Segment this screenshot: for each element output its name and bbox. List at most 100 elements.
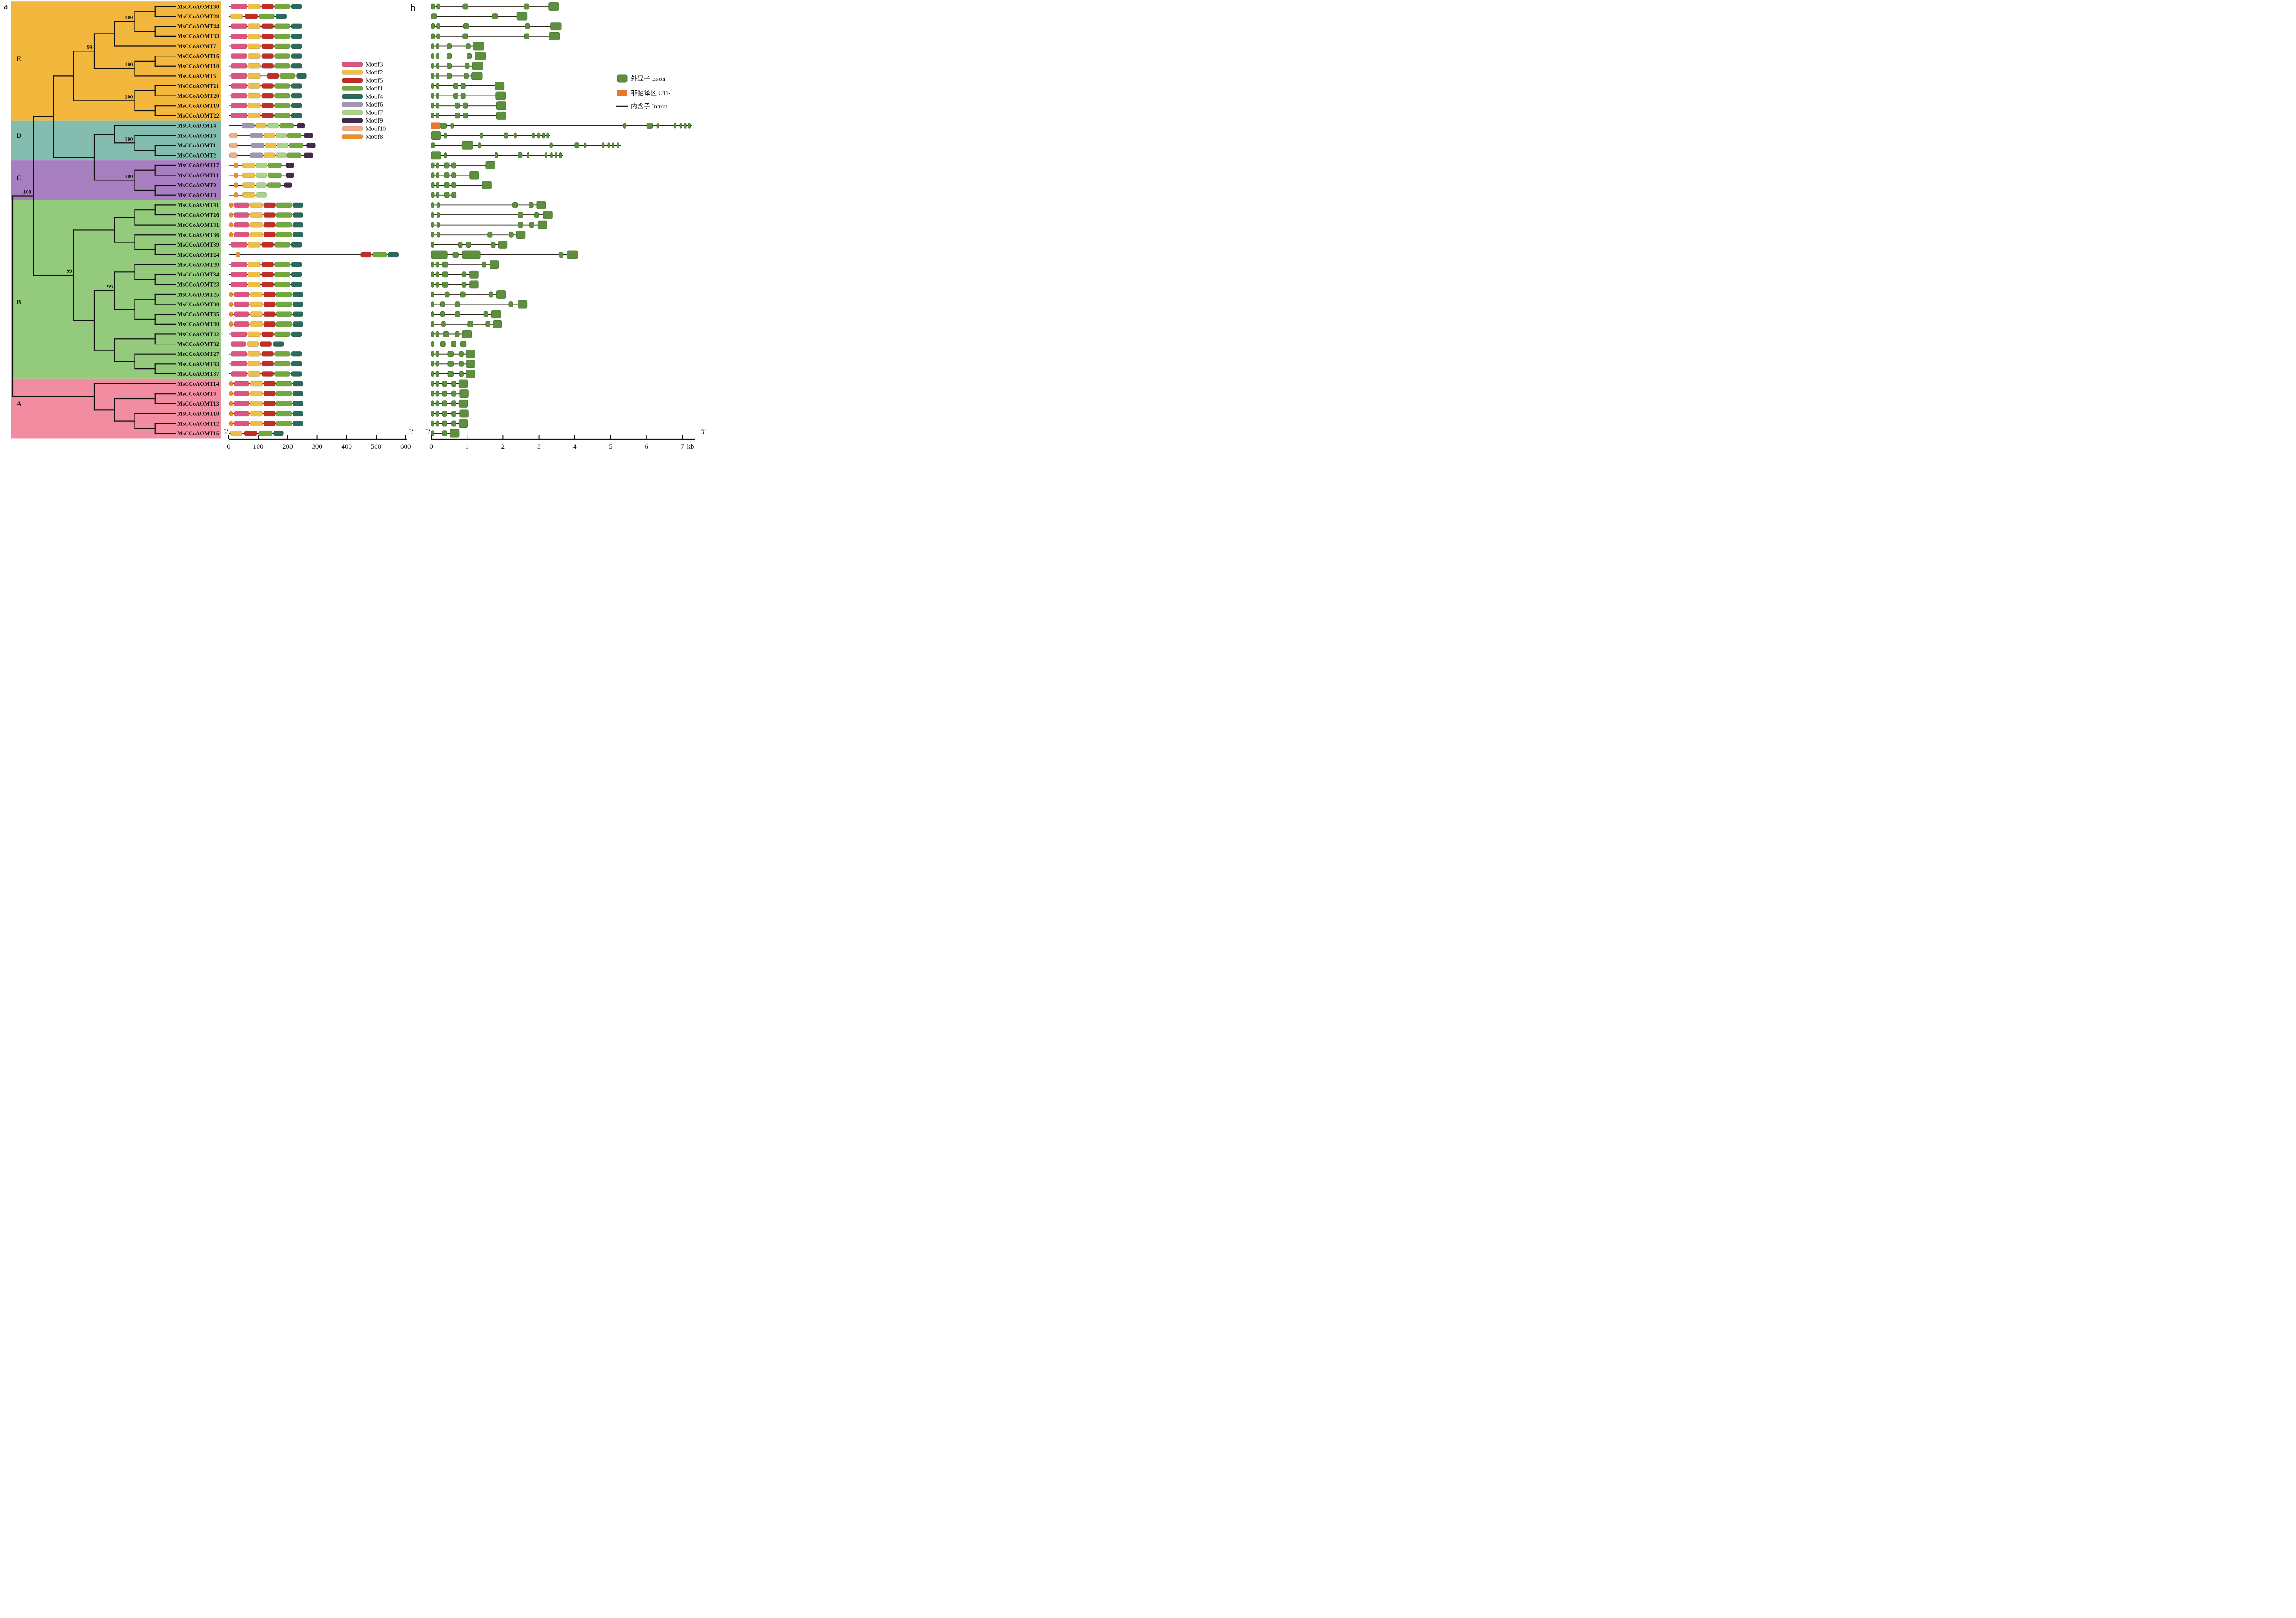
motif-block-motif4 xyxy=(273,341,284,347)
exon-block xyxy=(451,172,456,178)
exon-block xyxy=(545,152,547,158)
exon-block xyxy=(508,301,513,307)
motif-block-motif1 xyxy=(274,361,290,367)
motif-block-motif5 xyxy=(264,222,276,228)
exon-block xyxy=(444,152,447,158)
motif-block-motif10 xyxy=(229,133,238,138)
motif-block-motif2 xyxy=(248,73,261,79)
exon-block xyxy=(453,93,459,99)
exon-block xyxy=(462,330,472,338)
exon-block xyxy=(437,222,440,228)
motif-block-motif1 xyxy=(274,43,290,49)
motif-block-motif2 xyxy=(250,232,263,238)
motif-block-motif3 xyxy=(231,361,248,367)
exon-block xyxy=(436,162,439,169)
motif-block-motif6 xyxy=(251,142,264,148)
axis-a-tick-label: 300 xyxy=(312,443,322,451)
motif-block-motif4 xyxy=(291,103,302,108)
exon-block xyxy=(431,390,434,397)
motif-block-motif5 xyxy=(261,282,274,288)
motif-legend-swatch-motif4 xyxy=(341,94,363,99)
motif-block-motif2 xyxy=(248,34,261,39)
exon-block xyxy=(546,132,549,139)
exon-block xyxy=(437,212,440,218)
motif-block-motif8 xyxy=(229,381,233,387)
motif-block-motif7 xyxy=(275,133,287,138)
exon-block xyxy=(461,141,473,150)
motif-block-motif1 xyxy=(274,262,290,267)
gene-label: MsCCoAOMT17 xyxy=(177,162,219,169)
motif-block-motif9 xyxy=(304,152,313,158)
exon-block xyxy=(493,320,502,328)
exon-block xyxy=(469,171,479,180)
exon-block xyxy=(451,420,456,427)
axis-b-tick-label: 0 xyxy=(429,443,433,451)
exon-block xyxy=(491,242,496,248)
gene-label: MsCCoAOMT27 xyxy=(177,351,219,357)
bootstrap-value: 100 xyxy=(125,173,133,179)
exon-block xyxy=(584,142,587,149)
motif-block-motif2 xyxy=(250,212,263,218)
gene-label: MsCCoAOMT37 xyxy=(177,371,219,377)
exon-block xyxy=(542,132,545,139)
exon-block xyxy=(447,361,454,367)
exon-block xyxy=(436,33,440,39)
motif-block-motif4 xyxy=(291,93,302,99)
exon-block xyxy=(459,409,469,418)
bootstrap-value: 100 xyxy=(125,61,133,68)
exon-block xyxy=(459,351,464,357)
exon-block xyxy=(431,261,434,268)
motif-block-motif3 xyxy=(231,63,248,69)
exon-block xyxy=(496,111,506,120)
exon-block xyxy=(458,399,468,408)
gene-label: MsCCoAOMT26 xyxy=(177,212,219,218)
exon-block xyxy=(431,291,434,298)
motif-block-motif8 xyxy=(229,421,233,426)
axis-a-three-prime: 3′ xyxy=(408,428,414,436)
exon-block xyxy=(459,389,469,398)
motif-block-motif1 xyxy=(276,411,292,417)
exon-block xyxy=(442,381,447,387)
exon-block xyxy=(466,350,475,358)
motif-block-motif3 xyxy=(234,292,250,297)
exon-block xyxy=(460,291,466,298)
exon-block xyxy=(485,161,495,169)
motif-block-motif4 xyxy=(291,282,302,288)
exon-block xyxy=(445,291,450,298)
motif-block-motif4 xyxy=(293,232,304,238)
motif-block-motif3 xyxy=(231,43,248,49)
exon-block xyxy=(447,53,452,59)
axis-b-tick-label: 2 xyxy=(501,443,505,451)
motif-block-motif1 xyxy=(274,4,290,9)
exon-block xyxy=(466,242,471,248)
exon-block xyxy=(442,390,447,397)
legend-exon-swatch xyxy=(617,74,628,83)
motif-block-motif5 xyxy=(264,202,276,208)
exon-block xyxy=(492,13,498,20)
exon-block xyxy=(431,400,434,407)
exon-block xyxy=(509,231,514,238)
exon-block xyxy=(431,371,434,377)
motif-block-motif5 xyxy=(264,311,276,317)
motif-block-motif5 xyxy=(261,271,274,277)
motif-block-motif5 xyxy=(245,13,258,19)
motif-block-motif2 xyxy=(248,282,261,288)
exon-block xyxy=(440,341,446,347)
motif-block-motif8 xyxy=(229,391,233,396)
motif-block-motif5 xyxy=(261,23,274,29)
exon-block xyxy=(447,351,454,357)
gene-label: MsCCoAOMT1 xyxy=(177,142,216,149)
motif-block-motif4 xyxy=(293,301,304,307)
motif-legend-label: Motif4 xyxy=(366,93,383,100)
motif-block-motif2 xyxy=(242,163,256,168)
axis-a-tick-label: 0 xyxy=(227,443,231,451)
motif-block-motif9 xyxy=(286,172,294,178)
motif-block-motif1 xyxy=(274,34,290,39)
exon-block xyxy=(431,162,435,169)
motif-legend-swatch-motif6 xyxy=(341,102,363,107)
exon-block xyxy=(549,32,560,40)
exon-block xyxy=(447,63,452,69)
exon-block xyxy=(472,62,484,70)
axis-a-tick-label: 400 xyxy=(342,443,352,451)
motif-legend-label: Motif7 xyxy=(366,109,383,116)
